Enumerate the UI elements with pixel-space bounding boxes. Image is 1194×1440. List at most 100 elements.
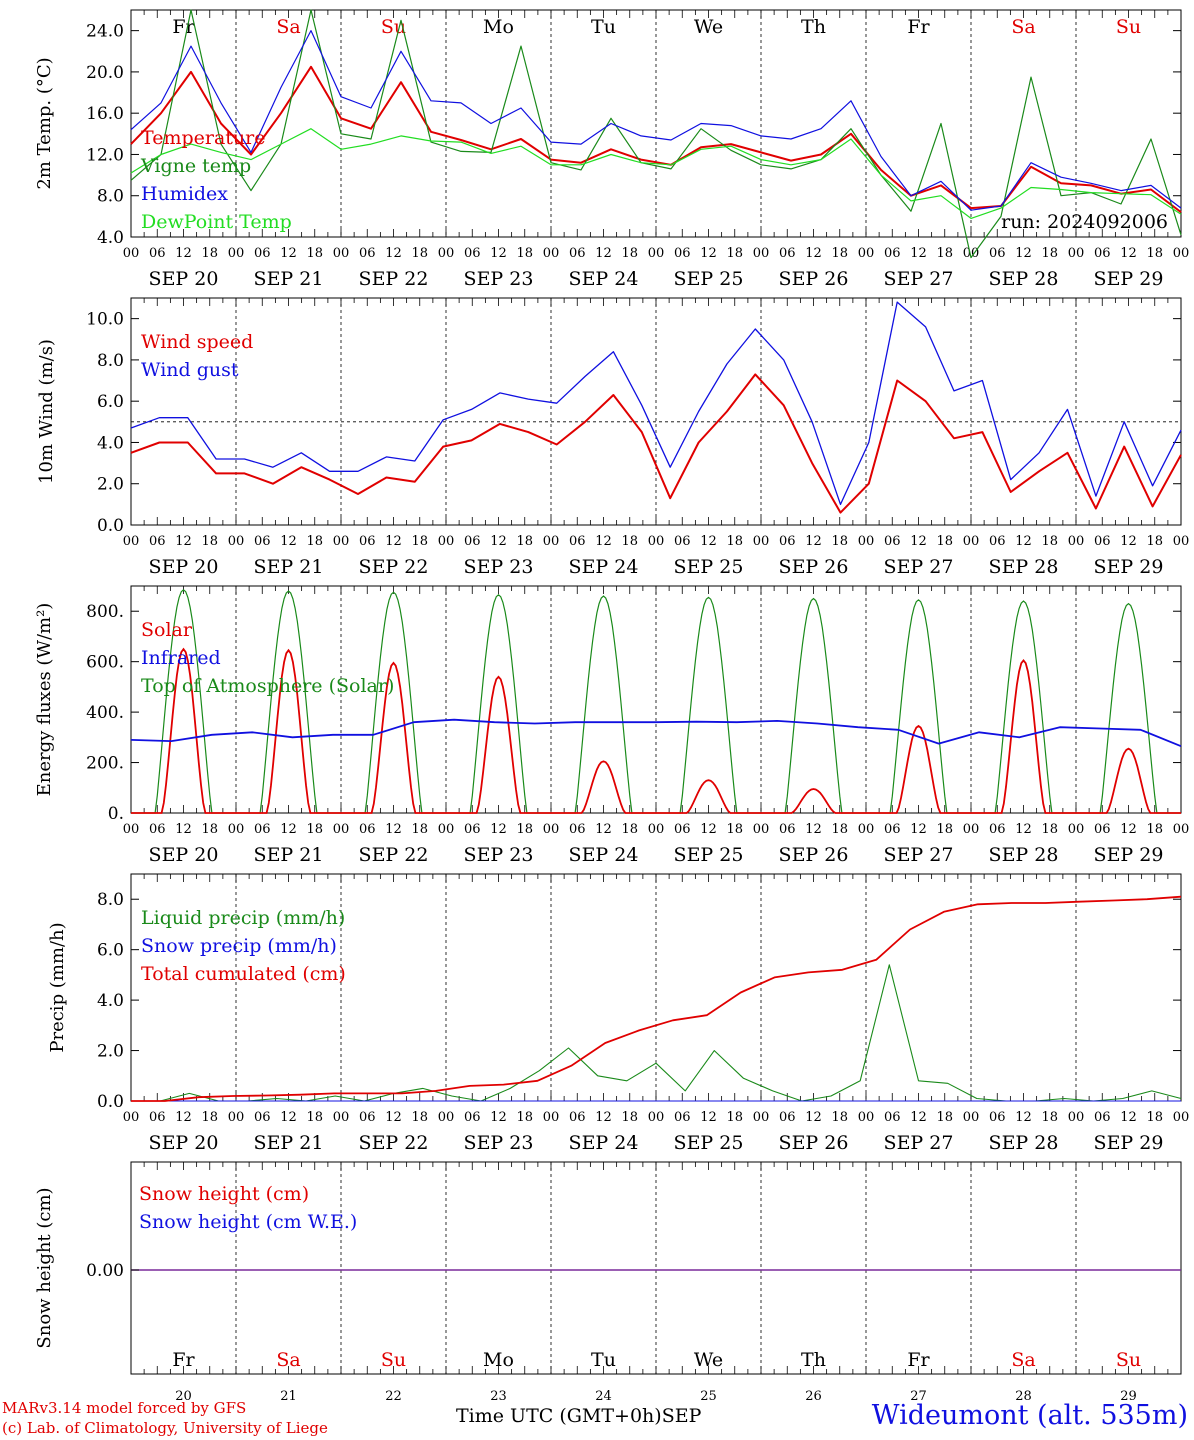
hour-label: 00	[858, 1110, 875, 1125]
hour-label: 12	[1015, 246, 1032, 261]
hour-label: 06	[674, 1110, 691, 1125]
hour-label: 00	[753, 246, 770, 261]
hour-label: 00	[543, 534, 560, 549]
y-tick-label: 8.0	[97, 187, 124, 207]
hour-label: 12	[280, 822, 297, 837]
hour-label: 12	[385, 822, 402, 837]
hour-label: 06	[149, 822, 166, 837]
hour-label: 06	[1094, 246, 1111, 261]
date-label: SEP 28	[989, 844, 1059, 866]
hour-label: 18	[1041, 534, 1058, 549]
hour-label: 18	[306, 534, 323, 549]
date-label: SEP 24	[569, 1132, 639, 1154]
hour-label: 18	[726, 246, 743, 261]
day-name-label: Mo	[483, 16, 514, 38]
hour-label: 18	[621, 534, 638, 549]
hour-label: 12	[1015, 1110, 1032, 1125]
hour-label: 06	[149, 534, 166, 549]
series-line	[130, 30, 1182, 211]
series-line	[130, 373, 1182, 514]
date-label: SEP 22	[359, 556, 429, 578]
hour-label: 12	[1120, 534, 1137, 549]
day-number-label: 21	[280, 1389, 297, 1404]
hour-label: 12	[910, 1110, 927, 1125]
hour-label: 06	[884, 534, 901, 549]
legend-entry: Snow precip (mm/h)	[141, 935, 337, 957]
lab-credit: (c) Lab. of Climatology, University of L…	[2, 1419, 328, 1437]
x-axis-title: Time UTC (GMT+0h)SEP	[456, 1405, 701, 1427]
hour-label: 12	[595, 1110, 612, 1125]
series-line	[130, 9, 1182, 259]
hour-label: 00	[1173, 1110, 1190, 1125]
hour-label: 00	[543, 246, 560, 261]
hour-label: 18	[621, 1110, 638, 1125]
hour-label: 00	[228, 1110, 245, 1125]
legend-entry: Solar	[141, 619, 193, 641]
date-label: SEP 22	[359, 844, 429, 866]
hour-label: 00	[123, 822, 140, 837]
hour-label: 12	[490, 534, 507, 549]
hour-label: 18	[201, 534, 218, 549]
date-label: SEP 26	[779, 844, 849, 866]
legend-entry: Snow height (cm)	[139, 1183, 309, 1205]
hour-label: 00	[963, 534, 980, 549]
legend-entry: Temperature	[141, 127, 265, 149]
legend-entry: Top of Atmosphere (Solar)	[141, 675, 394, 697]
hour-label: 00	[228, 246, 245, 261]
y-tick-label: 4.0	[97, 991, 124, 1011]
day-number-label: 22	[385, 1389, 402, 1404]
hour-label: 06	[149, 246, 166, 261]
hour-label: 06	[779, 534, 796, 549]
day-name-label: Fr	[172, 16, 195, 38]
hour-label: 12	[490, 246, 507, 261]
hour-label: 06	[149, 1110, 166, 1125]
hour-label: 06	[569, 822, 586, 837]
hour-label: 00	[123, 534, 140, 549]
hour-label: 18	[1041, 1110, 1058, 1125]
hour-label: 18	[1146, 1110, 1163, 1125]
hour-label: 00	[333, 246, 350, 261]
y-tick-label: 0.	[108, 804, 124, 824]
y-tick-label: 12.0	[86, 145, 124, 165]
hour-label: 00	[963, 1110, 980, 1125]
hour-label: 06	[779, 246, 796, 261]
hour-label: 18	[831, 246, 848, 261]
hour-label: 12	[1120, 822, 1137, 837]
hour-label: 18	[306, 822, 323, 837]
y-axis-title: 2m Temp. (°C)	[34, 57, 55, 189]
date-label: SEP 26	[779, 268, 849, 290]
legend-entry: Infrared	[141, 647, 221, 669]
hour-label: 18	[411, 534, 428, 549]
date-label: SEP 25	[674, 268, 744, 290]
hour-label: 06	[674, 822, 691, 837]
hour-label: 12	[385, 534, 402, 549]
legend-entry: Vigne temp	[140, 155, 251, 177]
y-tick-label: 2.0	[97, 1042, 124, 1062]
y-tick-label: 4.0	[97, 228, 124, 248]
hour-label: 06	[254, 822, 271, 837]
y-tick-label: 8.0	[97, 351, 124, 371]
date-label: SEP 26	[779, 556, 849, 578]
hour-label: 06	[569, 246, 586, 261]
date-label: SEP 22	[359, 268, 429, 290]
date-label: SEP 27	[884, 268, 954, 290]
hour-label: 18	[201, 246, 218, 261]
day-name-label: Fr	[907, 1349, 930, 1371]
date-label: SEP 25	[674, 1132, 744, 1154]
hour-label: 12	[700, 246, 717, 261]
hour-label: 12	[910, 822, 927, 837]
hour-label: 06	[674, 246, 691, 261]
hour-label: 18	[516, 1110, 533, 1125]
day-number-label: 26	[805, 1389, 822, 1404]
day-name-label: We	[694, 1349, 723, 1371]
date-label: SEP 22	[359, 1132, 429, 1154]
hour-label: 12	[805, 246, 822, 261]
y-tick-label: 0.0	[97, 1092, 124, 1112]
hour-label: 00	[228, 822, 245, 837]
series-line	[131, 895, 1182, 1102]
hour-label: 06	[674, 534, 691, 549]
hour-label: 12	[700, 534, 717, 549]
hour-label: 18	[516, 822, 533, 837]
date-label: SEP 25	[674, 556, 744, 578]
hour-label: 12	[175, 1110, 192, 1125]
